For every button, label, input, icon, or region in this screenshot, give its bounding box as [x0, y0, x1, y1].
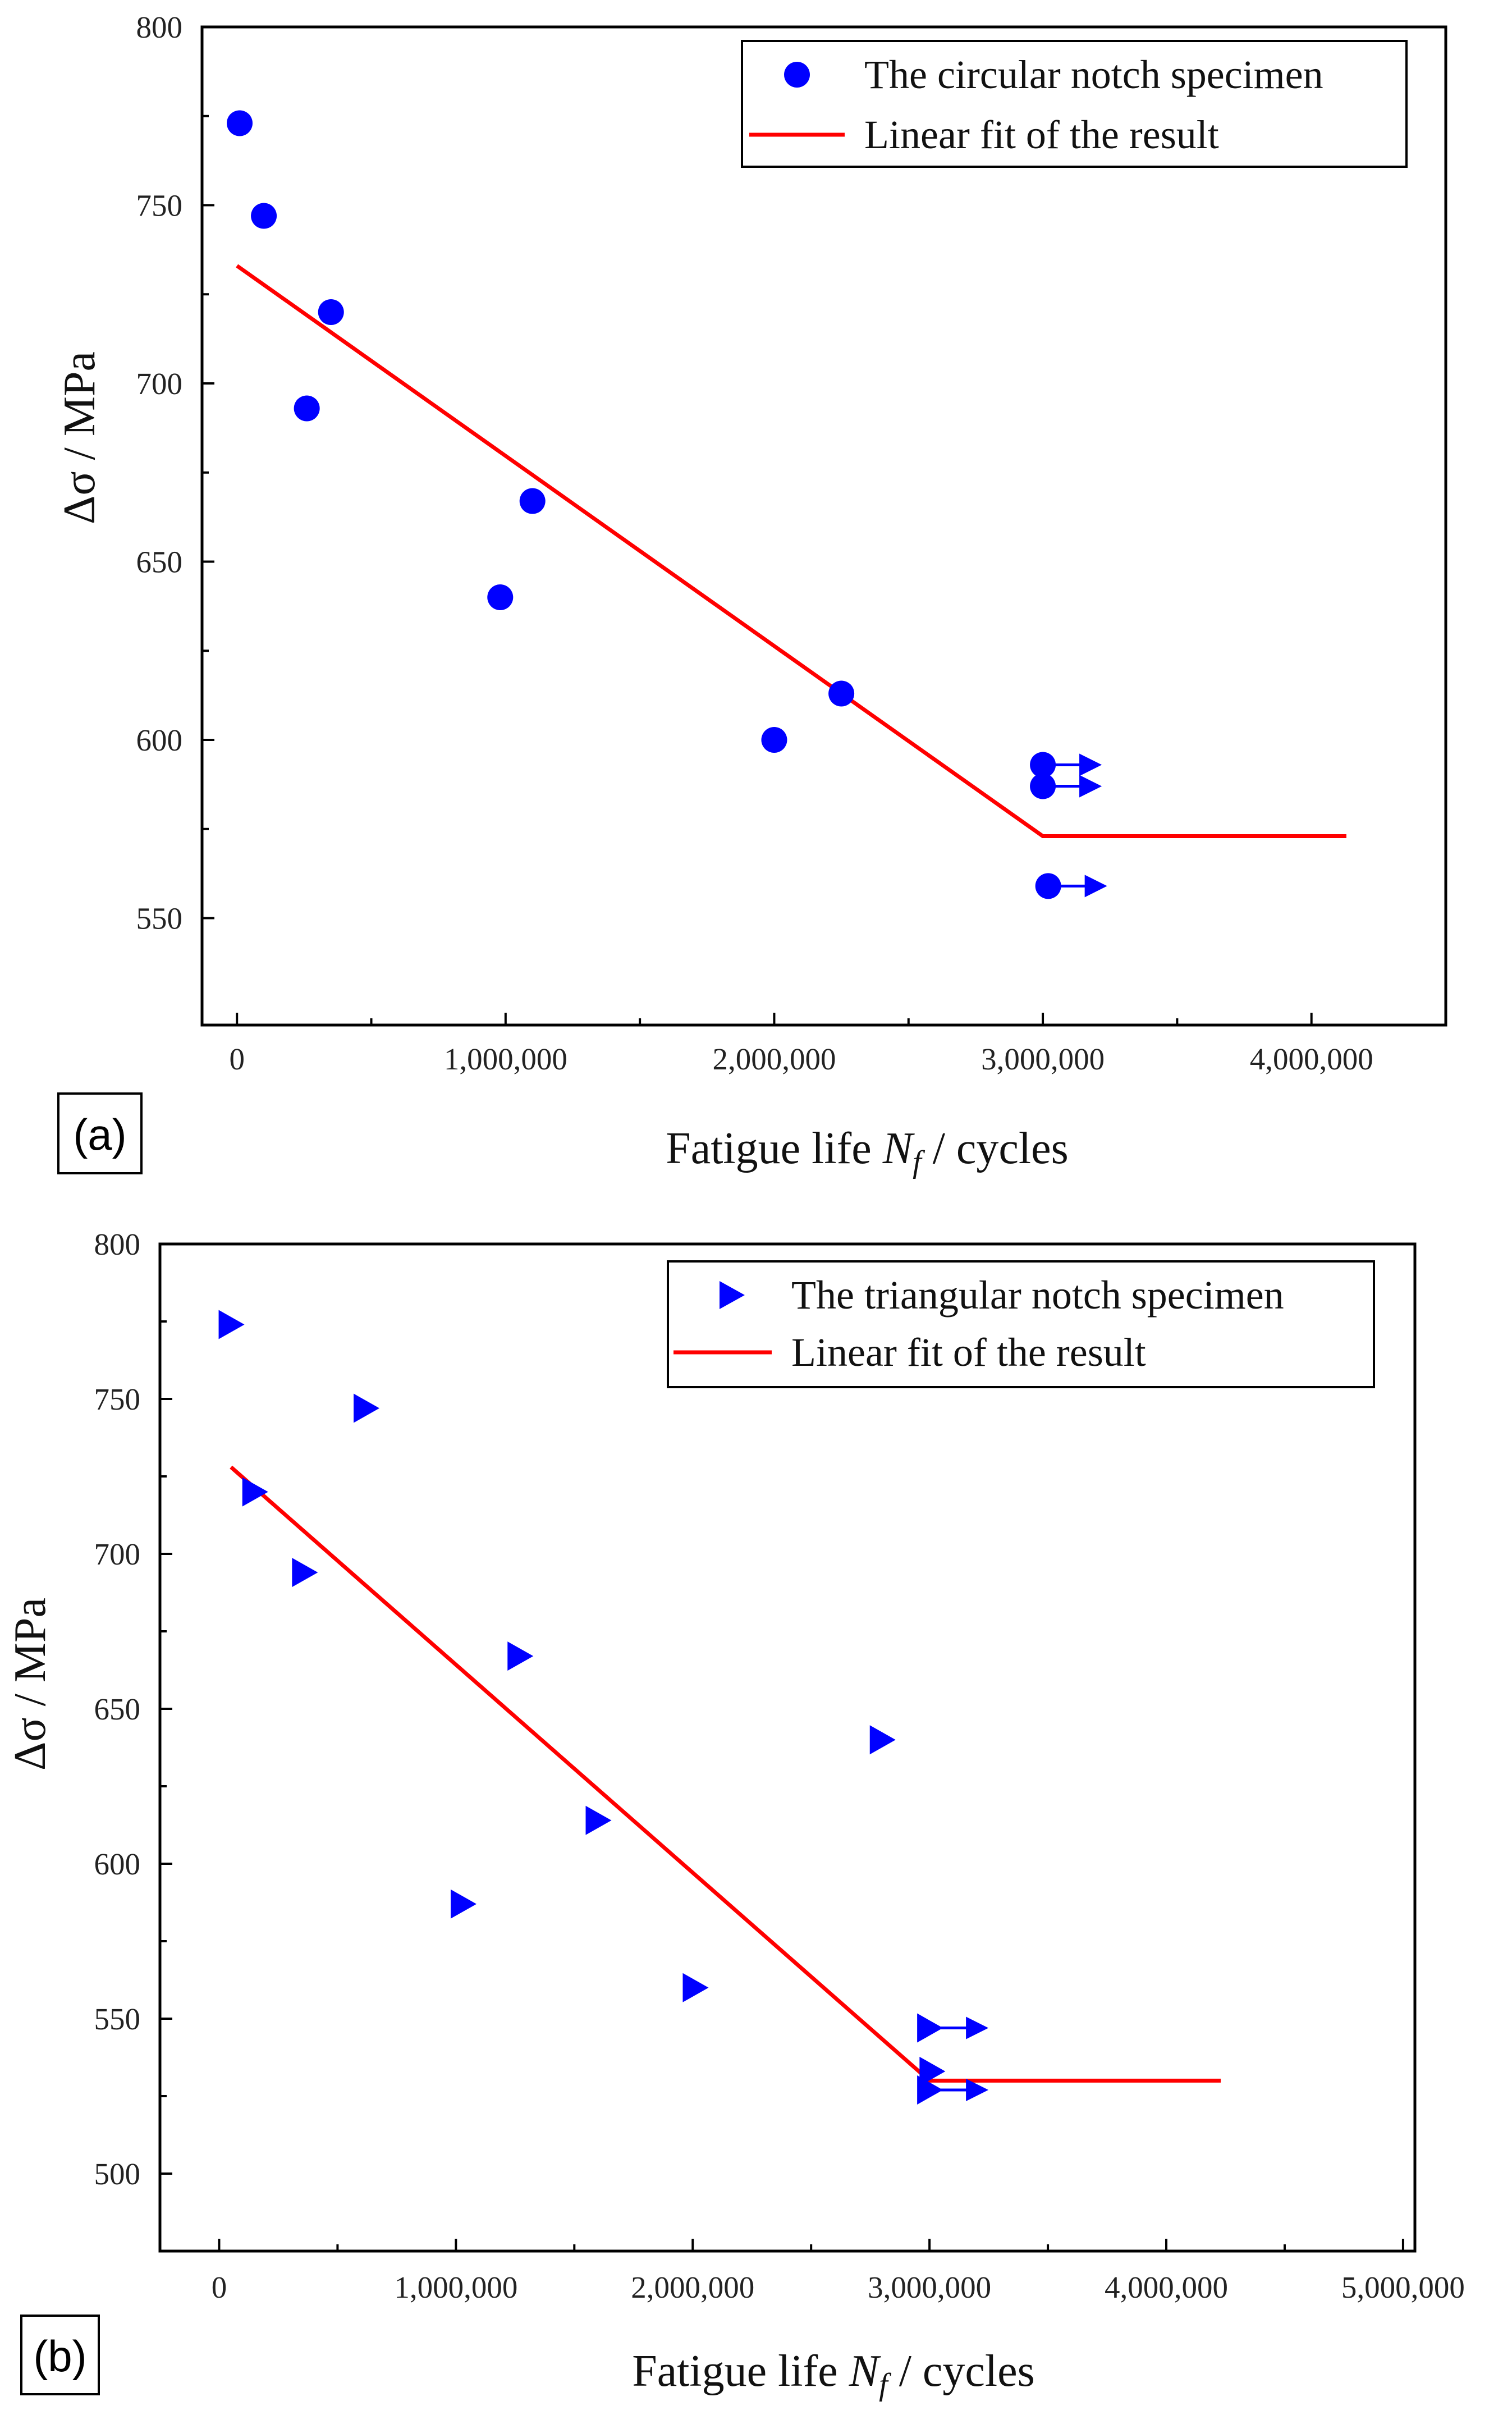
- panel-a-x-tick-label: 3,000,000: [981, 1042, 1105, 1076]
- panel-a-data-point: [1030, 773, 1056, 799]
- panel-a-label-box: [57, 1092, 143, 1174]
- panel-a-data-points: [227, 110, 1107, 899]
- panel-a-legend-series-label: The circular notch specimen: [864, 52, 1323, 97]
- panel-a-legend-box: [741, 40, 1408, 168]
- panel-b-data-point: [507, 1641, 534, 1671]
- panel-b-fit-line-group: [230, 1465, 1221, 2083]
- panel-b-y-tick-label: 800: [94, 1227, 141, 1261]
- panel-b-ticks: 0 1,000,000 2,000,000 3,000,000 4,000,000 5,0…: [94, 1227, 1465, 2304]
- panel-b-data-point: [682, 1973, 709, 2002]
- panel-b-data-point: [917, 2075, 943, 2105]
- panel-b-data-point: [451, 1889, 477, 1919]
- panel-a-legend-fit-label: Linear fit of the result: [864, 112, 1219, 157]
- panel-a-x-axis-label: Fatigue life Nf / cycles: [666, 1124, 1069, 1179]
- panel-b-legend-marker: [720, 1281, 745, 1309]
- panel-b-data-points: [218, 1310, 989, 2105]
- panel-b-label: (b): [33, 2331, 86, 2381]
- panel-a-legend-marker: [784, 62, 810, 88]
- panel-a-y-tick-label: 600: [136, 723, 183, 757]
- panel-a-x-tick-label: 0: [229, 1042, 245, 1076]
- panel-a-y-tick-label: 750: [136, 189, 183, 223]
- panel-a-data-point: [519, 488, 546, 514]
- panel-b-y-tick-label: 500: [94, 2157, 141, 2191]
- panel-a-legend: The circular notch specimen Linear fit o…: [741, 40, 1408, 168]
- panel-a-y-axis-label: Δσ / MPa: [55, 351, 104, 524]
- panel-b-data-point: [218, 1310, 245, 1339]
- panel-b-y-tick-label: 700: [94, 1537, 141, 1571]
- panel-a-x-tick-label: 2,000,000: [712, 1042, 836, 1076]
- panel-b-data-point: [919, 2056, 946, 2086]
- panel-b-data-point: [869, 1725, 896, 1755]
- panel-b-legend: The triangular notch specimen Linear fit…: [667, 1260, 1375, 1388]
- panel-a-data-point: [1035, 873, 1061, 899]
- panel-a-data-point: [227, 110, 253, 136]
- panel-b-y-tick-label: 600: [94, 1847, 141, 1881]
- panel-a-x-tick-label: 1,000,000: [444, 1042, 567, 1076]
- panel-b-x-tick-label: 4,000,000: [1105, 2270, 1228, 2304]
- panel-b-x-axis-label: Fatigue life Nf / cycles: [632, 2347, 1035, 2402]
- panel-b-data-point: [242, 1477, 268, 1507]
- panel-b-y-axis-label: Δσ / MPa: [6, 1598, 55, 1771]
- panel-a-data-point: [761, 727, 787, 753]
- panel-a-y-tick-label: 800: [136, 10, 183, 44]
- panel-b-chart: 0 1,000,000 2,000,000 3,000,000 4,000,000 5,0…: [6, 1227, 1465, 2402]
- panel-a-data-point: [318, 299, 344, 325]
- panel-a-label: (a): [73, 1110, 126, 1159]
- panel-b-x-tick-label: 5,000,000: [1341, 2270, 1465, 2304]
- panel-b-x-tick-label: 3,000,000: [868, 2270, 991, 2304]
- panel-b-y-tick-label: 550: [94, 2002, 141, 2036]
- panel-b-data-point: [917, 2013, 943, 2043]
- panel-b-y-tick-label: 750: [94, 1382, 141, 1416]
- panel-b-x-tick-label: 1,000,000: [394, 2270, 517, 2304]
- panel-a-data-point: [828, 680, 855, 707]
- panel-b-fit-line: [230, 1465, 1221, 2083]
- panel-a-data-point: [251, 203, 277, 229]
- panel-b-x-tick-label: 2,000,000: [631, 2270, 754, 2304]
- panel-b-data-point: [354, 1393, 380, 1423]
- panel-b-data-point: [585, 1805, 612, 1835]
- panel-a-data-point: [487, 584, 514, 610]
- panel-b-y-tick-label: 650: [94, 1692, 141, 1726]
- panel-a-y-tick-label: 700: [136, 367, 183, 401]
- panel-a-plot-frame: [200, 25, 1447, 1027]
- panel-a-y-tick-label: 550: [136, 902, 183, 936]
- panel-b-legend-box: [667, 1260, 1375, 1388]
- panel-a-data-point: [1030, 752, 1056, 778]
- panel-a-data-point: [294, 395, 320, 422]
- panel-b-data-point: [292, 1558, 318, 1588]
- panel-b-label-box: [20, 2315, 100, 2395]
- panel-b-legend-fit-label: Linear fit of the result: [791, 1330, 1146, 1375]
- panel-a-chart: 0 1,000,000 2,000,000 3,000,000 4,000,000 550…: [55, 10, 1447, 1179]
- panel-b-x-tick-label: 0: [212, 2270, 227, 2304]
- panel-a-ticks: 0 1,000,000 2,000,000 3,000,000 4,000,000 550…: [136, 10, 1373, 1076]
- panel-a-fit-line-group: [236, 264, 1346, 838]
- panel-a-x-tick-label: 4,000,000: [1250, 1042, 1373, 1076]
- panel-b-plot-frame: [158, 1242, 1417, 2253]
- panel-a-fit-line: [236, 264, 1346, 838]
- panel-a-y-tick-label: 650: [136, 545, 183, 579]
- panel-b-legend-series-label: The triangular notch specimen: [791, 1273, 1284, 1318]
